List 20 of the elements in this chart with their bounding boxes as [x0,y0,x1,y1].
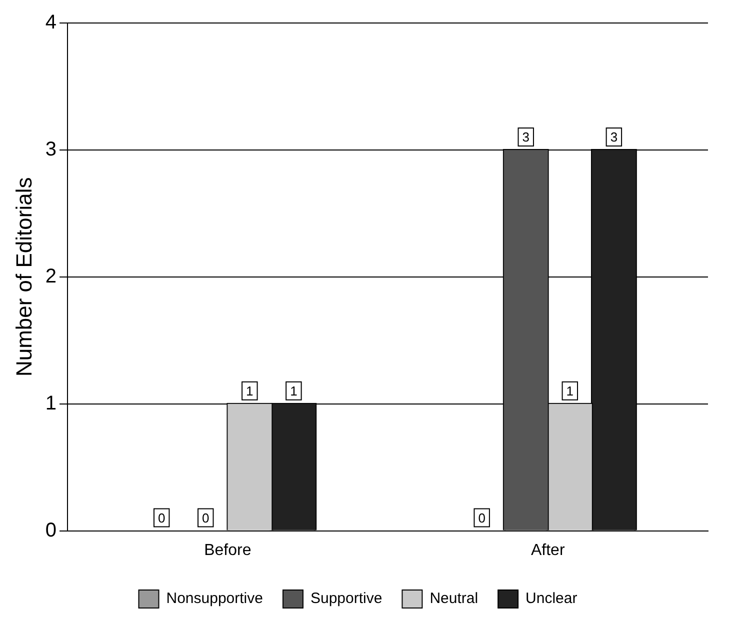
legend-label: Neutral [430,590,478,608]
data-label: 0 [202,510,210,526]
y-tick-label: 1 [45,392,57,414]
data-label: 1 [566,383,574,398]
data-label: 1 [246,383,254,398]
y-tick-label: 3 [45,138,57,160]
data-label: 0 [158,510,166,526]
y-tick-label: 2 [45,265,57,288]
x-tick-label: After [530,542,566,559]
y-tick-label: 0 [45,519,57,542]
data-label: 0 [478,510,486,526]
y-axis-title: Number of Editorials [11,177,36,377]
x-tick-label: Before [204,542,252,559]
data-label: 1 [290,383,298,398]
legend-label: Unclear [526,590,578,608]
y-tick-label: 4 [45,12,57,34]
data-label: 3 [522,130,530,145]
legend-label: Nonsupportive [166,590,263,608]
data-label: 3 [610,130,618,145]
legend-label: Supportive [310,590,382,608]
